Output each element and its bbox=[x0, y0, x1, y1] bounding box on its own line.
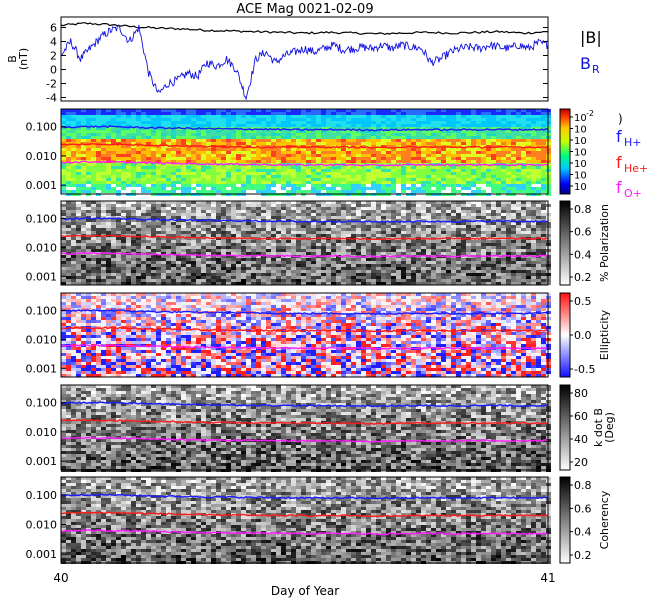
y-tick-label: 0.001 bbox=[26, 270, 58, 283]
colorbar-label: ) bbox=[618, 112, 623, 126]
y-axis-label-line: (nT) bbox=[17, 48, 30, 70]
colorbar bbox=[560, 385, 570, 470]
y-tick-label: 0.001 bbox=[26, 455, 58, 468]
colorbar-tick-label: 10 bbox=[574, 125, 587, 136]
colorbar bbox=[560, 293, 570, 377]
panel-k-dot-b: 0.100 0.010 0.001 80 60 40 20 k dot B(Deg) bbox=[26, 385, 617, 472]
panel-coherency: 0.100 0.010 0.001 0.8 0.6 0.4 0.2 Coherency bbox=[26, 477, 612, 564]
colorbar-tick-label: 0.8 bbox=[574, 203, 592, 216]
y-tick-label: 0 bbox=[50, 64, 57, 77]
spectrogram-texture bbox=[61, 109, 551, 196]
legend-subscript: He+ bbox=[624, 162, 648, 175]
y-axis-label: B(nT) bbox=[6, 48, 30, 70]
y-tick-label: 0.100 bbox=[26, 489, 58, 502]
legend-b-r-subscript: R bbox=[592, 63, 600, 76]
colorbar-label-text: Coherency bbox=[598, 490, 611, 549]
x-tick-label: 40 bbox=[53, 571, 68, 585]
legend-b-r: B bbox=[580, 54, 591, 73]
y-tick-label: 0.010 bbox=[26, 241, 58, 254]
y-tick-label: 0.100 bbox=[26, 397, 58, 410]
y-tick-label: 0.100 bbox=[26, 304, 58, 317]
colorbar-tick-label: 0.8 bbox=[574, 479, 592, 492]
colorbar-label: Coherency bbox=[598, 490, 611, 549]
colorbar-tick-label: 0.5 bbox=[574, 295, 592, 308]
y-tick-label: 0.010 bbox=[26, 150, 58, 163]
colorbar-label-line: (Deg) bbox=[603, 412, 616, 443]
colorbar bbox=[560, 477, 570, 563]
y-tick-label: 0.010 bbox=[26, 518, 58, 531]
colorbar-tick-label: 0.6 bbox=[574, 226, 592, 239]
colorbar-tick-exponent: -2 bbox=[586, 109, 594, 118]
colorbar-tick-label: 0.6 bbox=[574, 502, 592, 515]
colorbar-tick-label: 80 bbox=[574, 387, 588, 400]
colorbar-label-text: Ellipticity bbox=[598, 309, 611, 360]
legend-subscript: O+ bbox=[624, 187, 642, 200]
colorbar-tick-label: 10 bbox=[574, 148, 587, 159]
legend-h-plus: f bbox=[616, 127, 622, 146]
legend-subscript: H+ bbox=[624, 136, 642, 149]
colorbar-label-text: % Polarization bbox=[598, 204, 611, 282]
y-tick-label: 6 bbox=[50, 22, 57, 35]
spectrogram-texture bbox=[61, 201, 551, 285]
y-tick-label: -4 bbox=[46, 92, 57, 105]
colorbar-label: Ellipticity bbox=[598, 309, 611, 360]
y-tick-label: -2 bbox=[46, 78, 57, 91]
plot-background bbox=[61, 17, 548, 101]
spectrogram-texture bbox=[61, 477, 551, 564]
x-axis-label: Day of Year bbox=[271, 584, 339, 598]
colorbar-tick-label: 0.4 bbox=[574, 248, 592, 261]
y-tick-label: 0.100 bbox=[26, 212, 58, 225]
colorbar-tick-label: 10 bbox=[574, 113, 587, 124]
colorbar-tick-label: 10 bbox=[574, 182, 587, 193]
colorbar-tick-label: -0.5 bbox=[574, 363, 595, 376]
colorbar-tick-label: 20 bbox=[574, 456, 588, 469]
colorbar-tick-label: 10 bbox=[574, 171, 587, 182]
colorbar-label: % Polarization bbox=[598, 204, 611, 282]
legend-he-plus: f bbox=[616, 153, 622, 172]
spectrogram-texture bbox=[61, 293, 551, 377]
colorbar-label: k dot B(Deg) bbox=[592, 408, 616, 447]
colorbar-tick-label: 0.4 bbox=[574, 526, 592, 539]
x-tick-label: 41 bbox=[540, 571, 555, 585]
colorbar-tick-label: 10 bbox=[574, 136, 587, 147]
chart-title: ACE Mag 0021-02-09 bbox=[236, 2, 373, 17]
legend-o-plus: f bbox=[616, 178, 622, 197]
y-tick-label: 0.010 bbox=[26, 333, 58, 346]
colorbar-tick-label: 0.2 bbox=[574, 271, 592, 284]
y-tick-label: 4 bbox=[50, 36, 57, 49]
y-tick-label: 0.001 bbox=[26, 548, 58, 561]
colorbar bbox=[560, 201, 570, 285]
colorbar-tick-label: 60 bbox=[574, 410, 588, 423]
y-tick-label: 0.010 bbox=[26, 426, 58, 439]
y-tick-label: 0.100 bbox=[26, 121, 58, 134]
colorbar-tick-label: 40 bbox=[574, 433, 588, 446]
colorbar bbox=[560, 109, 570, 194]
y-tick-label: 0.001 bbox=[26, 179, 58, 192]
spectrogram-texture bbox=[61, 385, 551, 472]
y-tick-label: 0.001 bbox=[26, 362, 58, 375]
legend-b-total: |B| bbox=[580, 28, 602, 47]
panel-polarization: 0.100 0.010 0.001 0.8 0.6 0.4 0.2 % Polarizatio… bbox=[26, 201, 612, 285]
colorbar-tick-label: 0.2 bbox=[574, 549, 592, 562]
colorbar-tick-label: 0.0 bbox=[574, 329, 592, 342]
y-tick-label: 2 bbox=[50, 50, 57, 63]
colorbar-tick-label: 10 bbox=[574, 159, 587, 170]
